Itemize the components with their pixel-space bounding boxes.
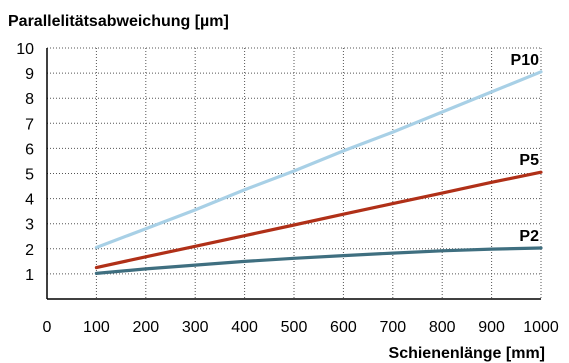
series-label-p10: P10 bbox=[511, 52, 540, 69]
series-lines bbox=[94, 70, 543, 275]
y-tick-label: 4 bbox=[25, 192, 34, 209]
x-tick-label: 300 bbox=[182, 319, 209, 336]
x-tick-label: 500 bbox=[281, 319, 308, 336]
x-tick-label: 1000 bbox=[523, 319, 559, 336]
y-axis-title: Parallelitätsabweichung [µm] bbox=[8, 13, 229, 30]
x-tick-label: 800 bbox=[429, 319, 456, 336]
y-tick-label: 9 bbox=[25, 66, 34, 83]
series-line-p2 bbox=[94, 246, 543, 275]
x-tick-label: 200 bbox=[132, 319, 159, 336]
x-tick-label: 0 bbox=[43, 319, 52, 336]
y-tick-label: 6 bbox=[25, 141, 34, 158]
y-tick-label: 5 bbox=[25, 167, 34, 184]
series-label-p5: P5 bbox=[519, 152, 539, 169]
y-tick-labels: 1 2 3 4 5 6 7 8 9 10 bbox=[16, 41, 34, 284]
x-tick-label: 900 bbox=[478, 319, 505, 336]
x-tick-label: 100 bbox=[83, 319, 110, 336]
y-tick-label: 7 bbox=[25, 116, 34, 133]
series-line-p10 bbox=[94, 70, 543, 250]
x-tick-labels: 0 100 200 300 400 500 600 700 800 900 1000 bbox=[43, 319, 559, 336]
y-tick-label: 3 bbox=[25, 217, 34, 234]
x-axis-title: Schienenlänge [mm] bbox=[389, 345, 545, 362]
x-tick-label: 400 bbox=[231, 319, 258, 336]
axes bbox=[46, 48, 541, 300]
series-label-p2: P2 bbox=[519, 228, 539, 245]
y-tick-label: 2 bbox=[25, 242, 34, 259]
series-line-p5 bbox=[94, 170, 543, 270]
x-tick-label: 700 bbox=[379, 319, 406, 336]
y-tick-label: 8 bbox=[25, 91, 34, 108]
y-tick-label: 1 bbox=[25, 267, 34, 284]
y-tick-label: 10 bbox=[16, 41, 34, 58]
x-tick-label: 600 bbox=[330, 319, 357, 336]
series-labels: P10 P5 P2 bbox=[511, 52, 540, 245]
